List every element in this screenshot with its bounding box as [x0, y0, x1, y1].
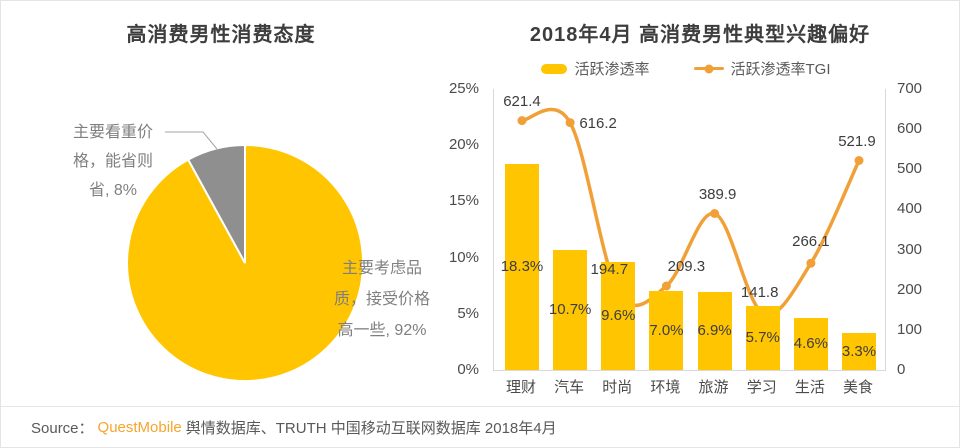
right-axis-tick: 0	[897, 361, 906, 378]
bar-value-label: 18.3%	[500, 258, 544, 276]
source-prefix: Source：	[31, 419, 94, 437]
bar-2	[601, 262, 636, 370]
legend-bar-label: 活跃渗透率	[574, 61, 650, 78]
tgi-point-marker	[806, 258, 816, 268]
left-axis-percent: 25% 20% 15% 10% 5% 0%	[445, 80, 485, 378]
pie-label-line: 高一些, 92%	[337, 322, 427, 339]
x-axis-label: 环境	[650, 379, 681, 396]
x-axis-categories: 理财 汽车 时尚 环境 旅游 学习 生活 美食	[493, 378, 884, 400]
bar-1	[553, 249, 588, 370]
left-axis-tick: 20%	[448, 136, 479, 154]
right-axis-tick: 100	[897, 320, 923, 338]
chart-legend: 活跃渗透率 活跃渗透率TGI	[441, 58, 959, 79]
tgi-value-label: 521.9	[838, 132, 876, 150]
bar-3	[649, 291, 684, 370]
questmobile-brand-link[interactable]: QuestMobile	[97, 418, 182, 436]
right-axis-tick: 200	[897, 280, 923, 298]
bar-5	[745, 305, 780, 370]
pie-chart	[126, 131, 365, 382]
pie-chart-panel: 高消费男性消费态度 主要看重价格，能省则省, 8% 主要考虑品质，接受价格 高一些…	[1, 1, 441, 406]
left-axis-tick: 5%	[457, 304, 479, 322]
bar-value-label: 4.6%	[793, 335, 828, 353]
left-axis-tick: 25%	[448, 80, 479, 97]
bar-value-label: 3.3%	[841, 342, 877, 360]
legend-line-label: 活跃渗透率TGI	[730, 61, 831, 78]
pie-label-line: 省, 8%	[88, 182, 138, 199]
legend-bar-swatch-icon	[541, 63, 568, 74]
tgi-value-label: 209.3	[667, 258, 706, 275]
x-axis-label: 美食	[842, 379, 873, 396]
left-axis-tick: 10%	[448, 248, 479, 266]
left-axis-tick: 0%	[457, 361, 479, 378]
bar-value-label: 7.0%	[649, 321, 684, 339]
bar-chart-title: 2018年4月 高消费男性典型兴趣偏好	[529, 24, 871, 46]
tgi-point-marker	[517, 116, 527, 126]
x-axis-label: 学习	[746, 379, 777, 396]
x-axis-label: 理财	[505, 379, 536, 396]
tgi-value-label: 616.2	[579, 114, 617, 132]
tgi-line-path	[520, 107, 861, 317]
x-axis-label: 汽车	[554, 379, 585, 396]
tgi-value-label: 266.1	[792, 233, 830, 251]
bar-value-label: 9.6%	[601, 307, 636, 324]
tgi-value-label: 194.7	[590, 260, 629, 278]
legend-item-tgi[interactable]: 活跃渗透率TGI	[693, 58, 831, 79]
source-text: 舆情数据库、TRUTH 中国移动互联网数据库 2018年4月	[185, 419, 557, 437]
bar-value-label: 10.7%	[548, 300, 592, 318]
right-axis-tick: 600	[897, 120, 923, 138]
bar-value-label: 5.7%	[745, 329, 780, 346]
bar-7	[842, 332, 876, 370]
right-axis-tick: 300	[897, 240, 923, 258]
right-axis-tick: 700	[897, 80, 923, 97]
bar-4	[697, 292, 732, 370]
pie-slice-price	[186, 143, 246, 264]
tgi-point-marker	[565, 118, 575, 128]
x-axis-label: 旅游	[698, 379, 729, 396]
tgi-value-label: 141.8	[740, 284, 779, 302]
pie-label-line: 主要看重价	[72, 124, 153, 141]
tgi-point-marker	[854, 156, 864, 165]
pie-label-leader-line	[165, 131, 218, 150]
legend-line-swatch-icon	[693, 64, 724, 73]
right-axis-tick: 400	[897, 200, 923, 218]
bar-line-chart-panel: 2018年4月 高消费男性典型兴趣偏好 活跃渗透率 活跃渗透率TGI 25% 20…	[441, 1, 959, 406]
pie-label-line: 格，能省则	[72, 153, 153, 170]
tgi-point-marker	[661, 281, 671, 291]
charts-row: 高消费男性消费态度 主要看重价格，能省则省, 8% 主要考虑品质，接受价格 高一些…	[1, 1, 959, 406]
pie-label-price-slice: 主要看重价格，能省则省, 8%	[59, 118, 167, 205]
tgi-point-marker	[710, 209, 720, 218]
right-axis-tick: 500	[897, 160, 923, 178]
pie-label-line: 质，接受价格	[333, 291, 430, 308]
pie-label-line: 主要考虑品	[341, 260, 422, 277]
x-axis-label: 生活	[794, 379, 825, 396]
source-note: Source： QuestMobile 舆情数据库、TRUTH 中国移动互联网数…	[1, 406, 959, 447]
bar-0	[505, 164, 539, 370]
pie-label-quality-slice: 主要考虑品质，接受价格 高一些, 92%	[326, 253, 438, 346]
bar-6	[793, 318, 828, 370]
pie-chart-title: 高消费男性消费态度	[126, 24, 316, 46]
left-axis-tick: 15%	[448, 192, 479, 210]
legend-item-penetration[interactable]: 活跃渗透率	[541, 58, 650, 79]
tgi-value-label: 389.9	[698, 185, 737, 203]
x-axis-label: 时尚	[602, 379, 633, 396]
right-axis-tgi: 700 600 500 400 300 200 100 0	[897, 80, 947, 378]
bar-value-label: 6.9%	[697, 322, 732, 340]
bar-line-plot-area: 18.3% 10.7% 9.6% 7.0% 6.9% 5.7% 4.6% 3.3% 621.4 6…	[493, 89, 886, 371]
tgi-value-label: 621.4	[503, 92, 541, 110]
